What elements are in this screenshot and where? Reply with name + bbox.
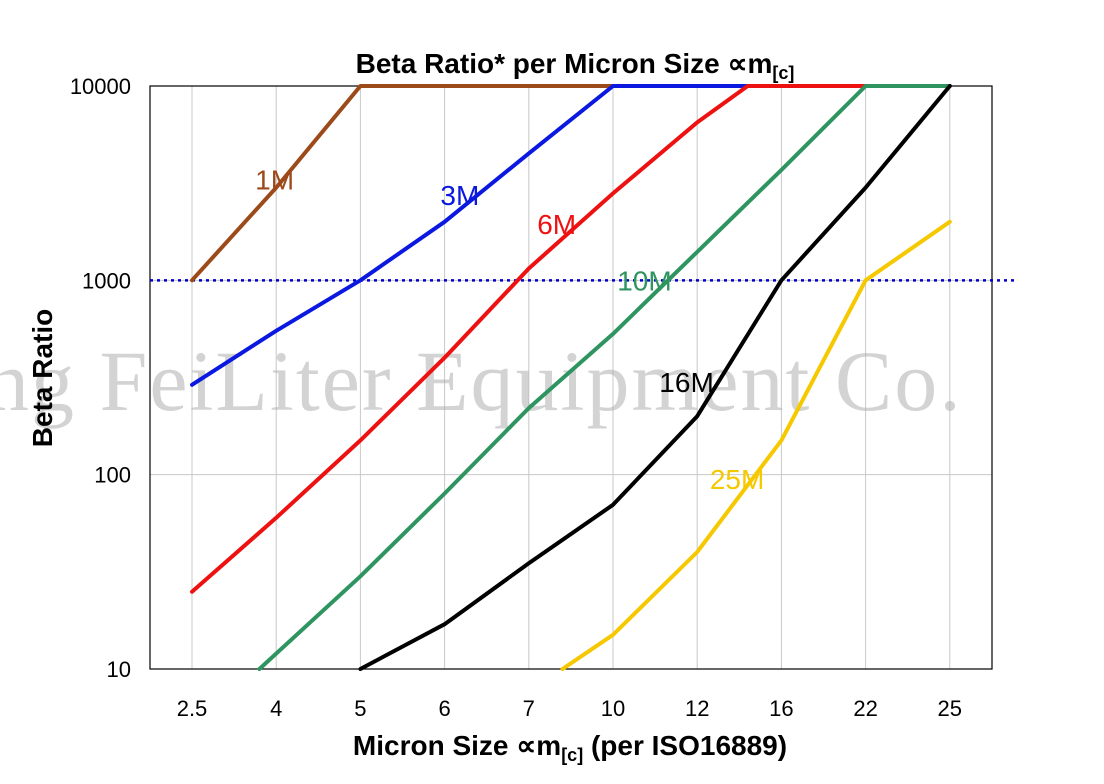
- series-label-1m: 1M: [255, 165, 294, 196]
- y-tick-label: 100: [94, 463, 131, 488]
- series-label-25m: 25M: [710, 464, 764, 495]
- x-tick-labels: 2.5 4 5 6 7 10 12 16 22 25: [177, 696, 962, 721]
- x-tick-label: 16: [769, 696, 793, 721]
- y-tick-label: 1000: [82, 268, 131, 293]
- watermark: ng FeiLiter Equipment Co.: [0, 333, 963, 429]
- x-tick-label: 6: [438, 696, 450, 721]
- chart-title: Beta Ratio* per Micron Size ∝m[c]: [356, 48, 795, 83]
- y-axis-title: Beta Ratio: [27, 309, 58, 447]
- chart-title-subscript: [c]: [772, 63, 794, 83]
- x-axis-title: Micron Size ∝m[c] (per ISO16889): [353, 730, 787, 765]
- series-label-16m: 16M: [659, 367, 713, 398]
- series-line-3m: [190, 84, 952, 387]
- x-tick-label: 12: [685, 696, 709, 721]
- series-labels: 1M 3M 6M 10M 16M 25M: [255, 165, 764, 495]
- chart-title-main: Beta Ratio* per Micron Size ∝m: [356, 48, 773, 79]
- series-lines: [190, 84, 952, 671]
- x-tick-label: 2.5: [177, 696, 208, 721]
- x-tick-label: 10: [601, 696, 625, 721]
- series-label-10m: 10M: [617, 265, 671, 296]
- y-tick-label: 10: [107, 657, 131, 682]
- series-line-25m: [560, 219, 952, 671]
- x-axis-title-main: Micron Size ∝m: [353, 730, 561, 761]
- x-axis-title-subscript: [c]: [561, 745, 583, 765]
- x-tick-label: 5: [354, 696, 366, 721]
- x-tick-label: 22: [853, 696, 877, 721]
- series-line-6m: [190, 84, 952, 594]
- series-label-6m: 6M: [537, 209, 576, 240]
- y-tick-labels: 10 100 1000 10000: [70, 74, 131, 682]
- x-tick-label: 7: [523, 696, 535, 721]
- x-axis-title-suffix: (per ISO16889): [583, 730, 787, 761]
- series-label-3m: 3M: [440, 180, 479, 211]
- series-line-16m: [358, 84, 952, 671]
- series-line-10m: [257, 84, 952, 671]
- x-tick-label: 25: [938, 696, 962, 721]
- y-tick-label: 10000: [70, 74, 131, 99]
- x-tick-label: 4: [270, 696, 282, 721]
